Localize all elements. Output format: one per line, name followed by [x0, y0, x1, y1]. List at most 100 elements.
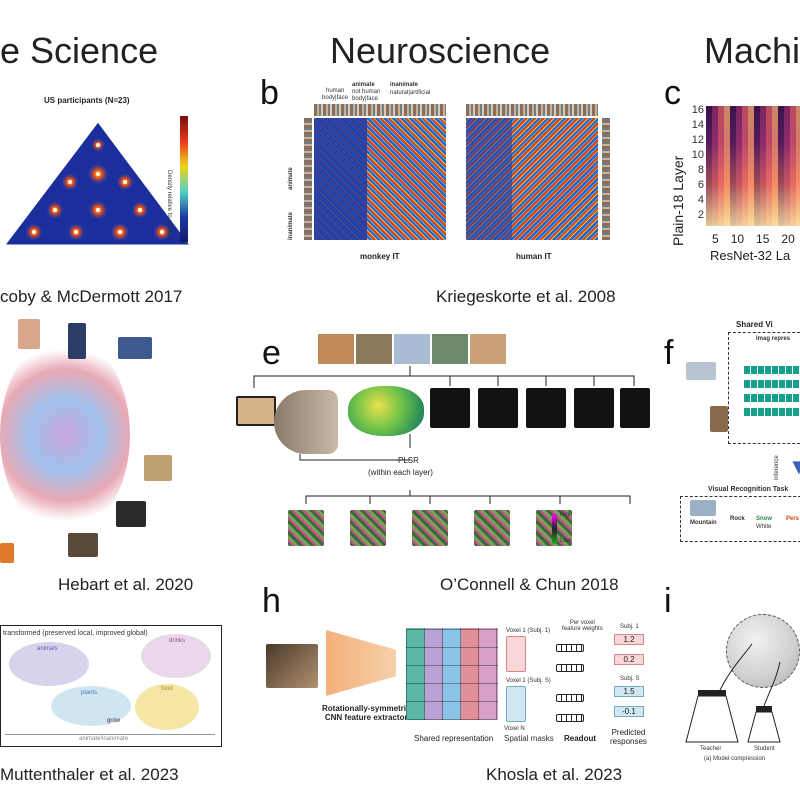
cluster-plants [51, 686, 131, 726]
density-colorbar [180, 116, 188, 242]
inference-label: inference [774, 455, 780, 480]
cnn-layer-stack-1 [430, 388, 470, 428]
panel-i: Teacher Student [680, 600, 800, 752]
similarity-matrix-human [466, 118, 598, 240]
xtick: 20 [781, 232, 795, 246]
spatial-masks-label: Spatial masks [504, 734, 554, 743]
side-label-animate: animate [288, 167, 294, 190]
image-car [118, 337, 152, 359]
ytick: 16 [691, 104, 704, 116]
citation-g: Muttenthaler et al. 2023 [0, 765, 179, 784]
cnn-funnel [326, 630, 396, 696]
arrow-down-icon: ▼ [788, 454, 800, 479]
cluster-drinks [141, 634, 211, 678]
cnn-layer-stack-2 [478, 388, 518, 428]
xtick: 15 [756, 232, 770, 246]
brain-activation-map [348, 386, 424, 436]
task-item-mountain: Mountain [690, 520, 717, 526]
cluster-plants-label: plants [81, 690, 98, 696]
header-body-face-2: body|face [352, 96, 378, 102]
image-sunset [0, 543, 14, 563]
predicted-label: Predicted responses [610, 728, 647, 746]
triangle-density-plot [3, 121, 191, 246]
image-hand [18, 319, 40, 349]
citation-a: coby & McDermott 2017 [0, 287, 183, 306]
response-3: 1.5 [614, 686, 644, 697]
ytick: 12 [691, 134, 704, 146]
citation-e: O’Connell & Chun 2018 [440, 575, 619, 594]
response-1: 1.2 [614, 634, 644, 645]
column-title-machine-learning: Machi [704, 30, 800, 71]
method-plsr: PLSR [398, 456, 419, 465]
image-pants [68, 323, 86, 359]
task-item-snow-sub: White [756, 524, 772, 530]
heatmap-layers [706, 106, 800, 226]
subjS-label: Subj. S [620, 676, 640, 682]
voxel-bottom-label: Voxel 1 (Subj. S) [506, 678, 551, 684]
response-4: -0.1 [614, 706, 644, 717]
sub-label-monkey-it: monkey IT [360, 252, 400, 261]
caption-model-compression: (a) Model compression [704, 756, 766, 762]
panel-h-letter: h [262, 582, 281, 620]
panel-g: transformed (preserved local, improved g… [0, 625, 222, 747]
thumbnail-strip-left [314, 104, 446, 116]
feature-rows [744, 366, 800, 422]
embedding-cloud [0, 335, 130, 535]
cluster-food [135, 684, 199, 730]
prediction-map-1 [288, 510, 324, 546]
ytick: 2 [697, 209, 704, 221]
panel-d [0, 315, 240, 563]
task-item-rock: Rock [730, 516, 745, 522]
stimulus-strip [318, 334, 506, 364]
voxel-top-label: Voxel 1 (Subj. 1) [506, 628, 551, 634]
input-image-mountain [686, 362, 716, 380]
shared-rep-label: Shared representation [414, 734, 494, 743]
teacher-student-diagram [685, 643, 781, 743]
thumbnail-strip-side-right [602, 118, 610, 240]
axis-label: animate/inanimate [79, 736, 129, 742]
animate-axis-line [5, 734, 215, 735]
response-2: 0.2 [614, 654, 644, 665]
citation-d: Hebart et al. 2020 [58, 575, 194, 594]
task-box [680, 496, 800, 542]
voxel-n-label: Voxel N [504, 726, 525, 732]
column-title-neuroscience: Neuroscience [330, 30, 551, 71]
ytick: 6 [697, 179, 704, 191]
student-label: Student [754, 746, 775, 752]
task-item-person: Pers [786, 516, 800, 522]
prediction-map-4 [474, 510, 510, 546]
image-hammer [144, 455, 172, 481]
colorbar-label: Density relative to uniform [166, 170, 172, 240]
header-natural-artificial: natural|artificial [390, 90, 431, 96]
panel-f-letter: f [664, 334, 674, 372]
task-image [690, 500, 716, 516]
panel-e: PLSR (within each layer) High Low [230, 330, 650, 570]
sub-label-human-it: human IT [516, 252, 552, 261]
header-body-face-1: body|face [322, 95, 348, 101]
extractor-label: Rotationally-symmetric CNN feature extra… [322, 704, 411, 722]
panel-b: human body|face animate not human body|f… [288, 80, 660, 270]
ytick: 8 [697, 164, 704, 176]
thumbnail-strip-side [304, 118, 312, 240]
shared-box [728, 332, 800, 444]
cluster-animals-label: animals [37, 646, 58, 652]
legend-low: Low [560, 538, 572, 544]
prediction-map-3 [412, 510, 448, 546]
input-scene-photo [266, 644, 318, 688]
ytick: 4 [697, 194, 704, 206]
panel-c: Plain-18 Layer 16 14 12 10 8 6 4 2 5 10 … [660, 96, 800, 276]
prediction-map-2 [350, 510, 386, 546]
panel-b-letter: b [260, 74, 279, 112]
header-inanimate: inanimate [390, 82, 419, 88]
g-heading: transformed (preserved local, improved g… [3, 630, 148, 637]
ylabel-plain18: Plain-18 Layer [670, 155, 686, 246]
panel-e-letter: e [262, 334, 281, 372]
input-image-person [710, 406, 728, 432]
per-voxel-label: Per voxel feature weights [562, 620, 603, 632]
feature-weights-2 [556, 664, 584, 672]
header-human: human [326, 88, 345, 94]
citation-b: Kriegeskorte et al. 2008 [436, 287, 616, 306]
xtick: 10 [730, 232, 745, 246]
xticks: 5 10 15 20 [712, 232, 795, 246]
feature-weights-1 [556, 644, 584, 652]
